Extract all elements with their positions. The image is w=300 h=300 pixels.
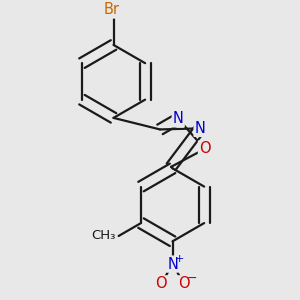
Text: O: O [178, 276, 190, 291]
Text: −: − [187, 272, 197, 285]
Text: N: N [167, 256, 178, 272]
Text: N: N [173, 111, 184, 126]
Text: O: O [155, 276, 167, 291]
Text: N: N [195, 121, 206, 136]
Text: CH₃: CH₃ [91, 230, 116, 242]
Text: Br: Br [104, 2, 120, 17]
Text: +: + [175, 254, 184, 264]
Text: O: O [199, 141, 211, 156]
